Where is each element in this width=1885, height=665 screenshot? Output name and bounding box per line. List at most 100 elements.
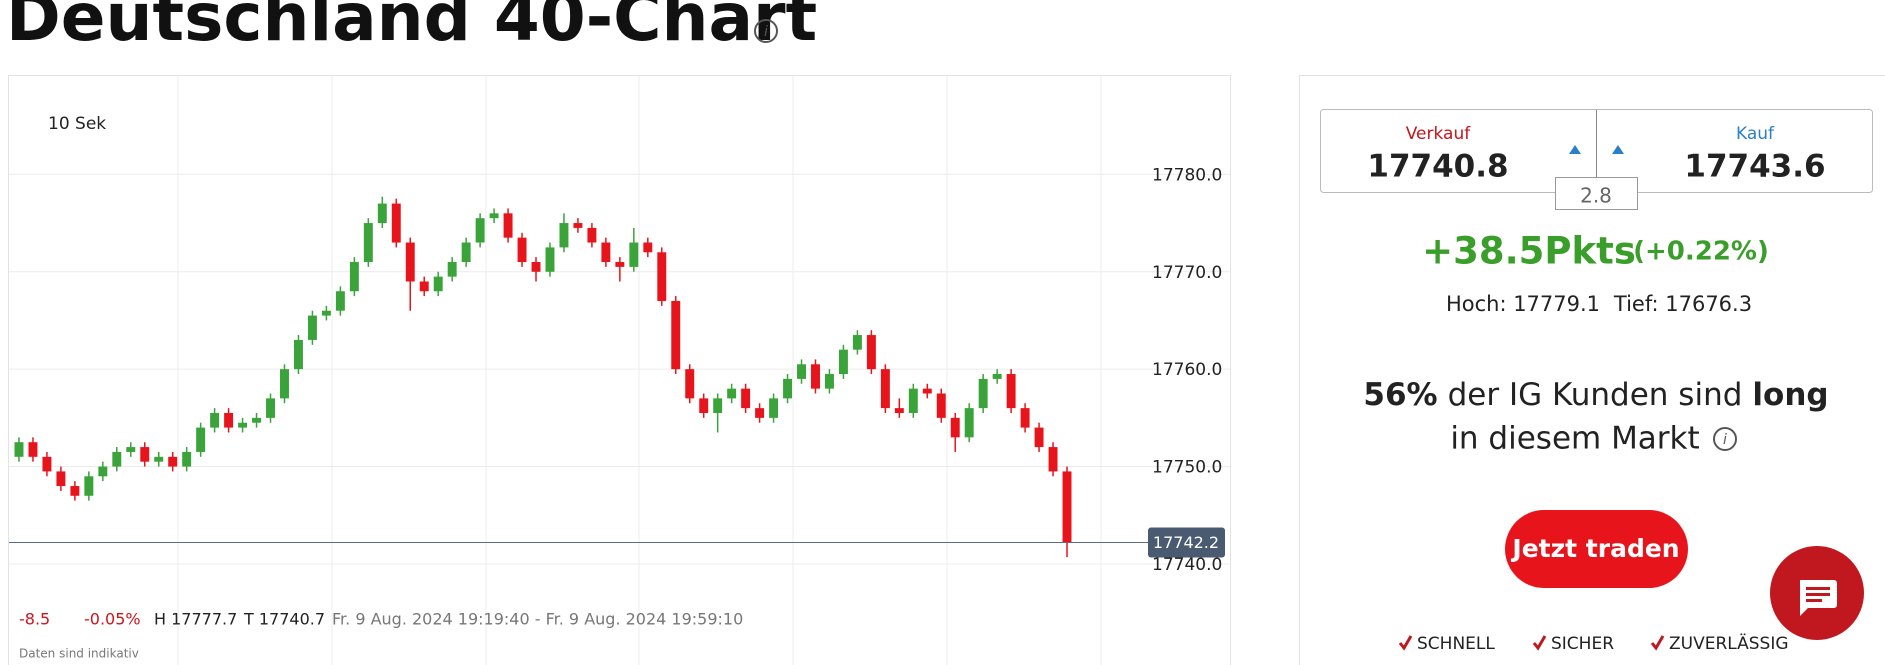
svg-text:i: i [764,24,768,40]
spread: 2.8 [1580,184,1612,208]
candle-body [419,281,429,292]
features: SCHNELL SICHER ZUVERLÄSSIG [1398,633,1789,654]
check-icon [1650,635,1665,651]
y-tick-label: 17770.0 [1152,263,1222,283]
candle-body [894,408,904,413]
candle-body [978,378,988,409]
candle-body [433,276,443,292]
y-tick-label: 17750.0 [1152,458,1222,478]
candle-body [601,242,611,263]
note: Daten sind indikativ [19,647,139,661]
candle-body [405,242,415,282]
candle-body [1034,427,1044,448]
candle-body [28,442,38,457]
candle-body [964,408,974,438]
candle-body [154,456,164,462]
candle-body [224,412,234,428]
candle-body [252,417,262,423]
buy-label: Kauf [1736,124,1775,144]
candle-body [769,398,779,418]
day-change-pct: (+0.22%) [1633,237,1769,267]
feature: SCHNELL [1417,634,1495,654]
candle-body [112,451,122,467]
change-pct: -0.05% [84,610,141,629]
feature: SICHER [1551,634,1614,654]
sentiment-word: long [1752,377,1828,413]
last-price-label: 17742.2 [1153,533,1219,552]
candle-body [280,369,289,399]
candle-body [56,471,66,487]
candle-body [363,223,373,263]
candle-body [266,398,275,418]
candle-body [98,466,108,477]
candle-body [936,393,946,418]
candle-body [713,398,723,413]
candle-body [699,398,709,413]
time-range: Fr. 9 Aug. 2024 19:19:40 - Fr. 9 Aug. 20… [332,610,743,629]
arrow-up [1612,145,1624,154]
candle-body [587,227,597,243]
candle-body [321,310,331,316]
candle-body [950,417,960,438]
candle-body [783,378,793,399]
buy-price[interactable]: 17743.6 [1684,149,1825,185]
chart-frame [8,75,1231,665]
candle-body [727,388,737,399]
candle-body [629,242,639,267]
candle-body [461,242,471,263]
candle-body [643,242,653,253]
trade-button[interactable] [1505,510,1688,588]
feature: ZUVERLÄSSIG [1669,633,1789,654]
candle-body [70,486,80,496]
candle-body [838,349,848,375]
chat-button[interactable] [1770,546,1864,640]
candle-body [349,262,359,292]
check-icon [1532,635,1547,651]
candle-body [140,447,150,462]
candle-body [824,374,834,389]
candle-body [42,456,52,472]
candle-body [84,476,94,496]
candle-body [852,335,862,350]
candle-body [573,223,583,228]
candle-body [741,388,751,409]
trade-button-label[interactable]: Jetzt traden [1510,534,1679,563]
market-card [1299,75,1885,665]
check-icon [1398,635,1413,651]
candle-body [671,300,681,370]
page-title: Deutschland 40-Chart [6,0,817,56]
y-tick-label: 17760.0 [1152,360,1222,380]
last-price-box [1148,527,1225,558]
svg-text:i: i [1723,432,1727,448]
day-high: Hoch: 17779.1 [1446,292,1600,316]
info-icon[interactable]: i [1713,427,1737,451]
candle-body [196,427,206,452]
candle-body [615,262,625,267]
candle-body [503,213,513,238]
candle-body [559,223,569,248]
candle-body [126,447,136,452]
candle-body [922,388,932,394]
candle-body [489,213,499,219]
day-low: Tief: 17676.3 [1613,292,1752,316]
candle-body [1006,374,1016,409]
candle-body [182,451,192,467]
y-tick-label: 17780.0 [1152,165,1222,185]
period-low: T 17740.7 [243,610,325,629]
candle-body [391,203,401,243]
candle-body [377,203,387,224]
day-change: +38.5Pkts [1422,230,1636,273]
interval[interactable]: 10 Sek [48,114,106,134]
period-high: H 17777.7 [154,610,237,629]
y-tick-label: 17740.0 [1152,555,1222,575]
candle-body [238,422,248,428]
info-icon[interactable]: i [754,19,778,43]
candle-body [797,364,806,379]
sentiment-line2: in diesem Markt [1450,421,1699,457]
candle-body [210,412,220,428]
sell-price[interactable]: 17740.8 [1367,149,1508,185]
candle-body [475,218,485,243]
candle-body [447,262,457,277]
candle-body [168,456,178,467]
